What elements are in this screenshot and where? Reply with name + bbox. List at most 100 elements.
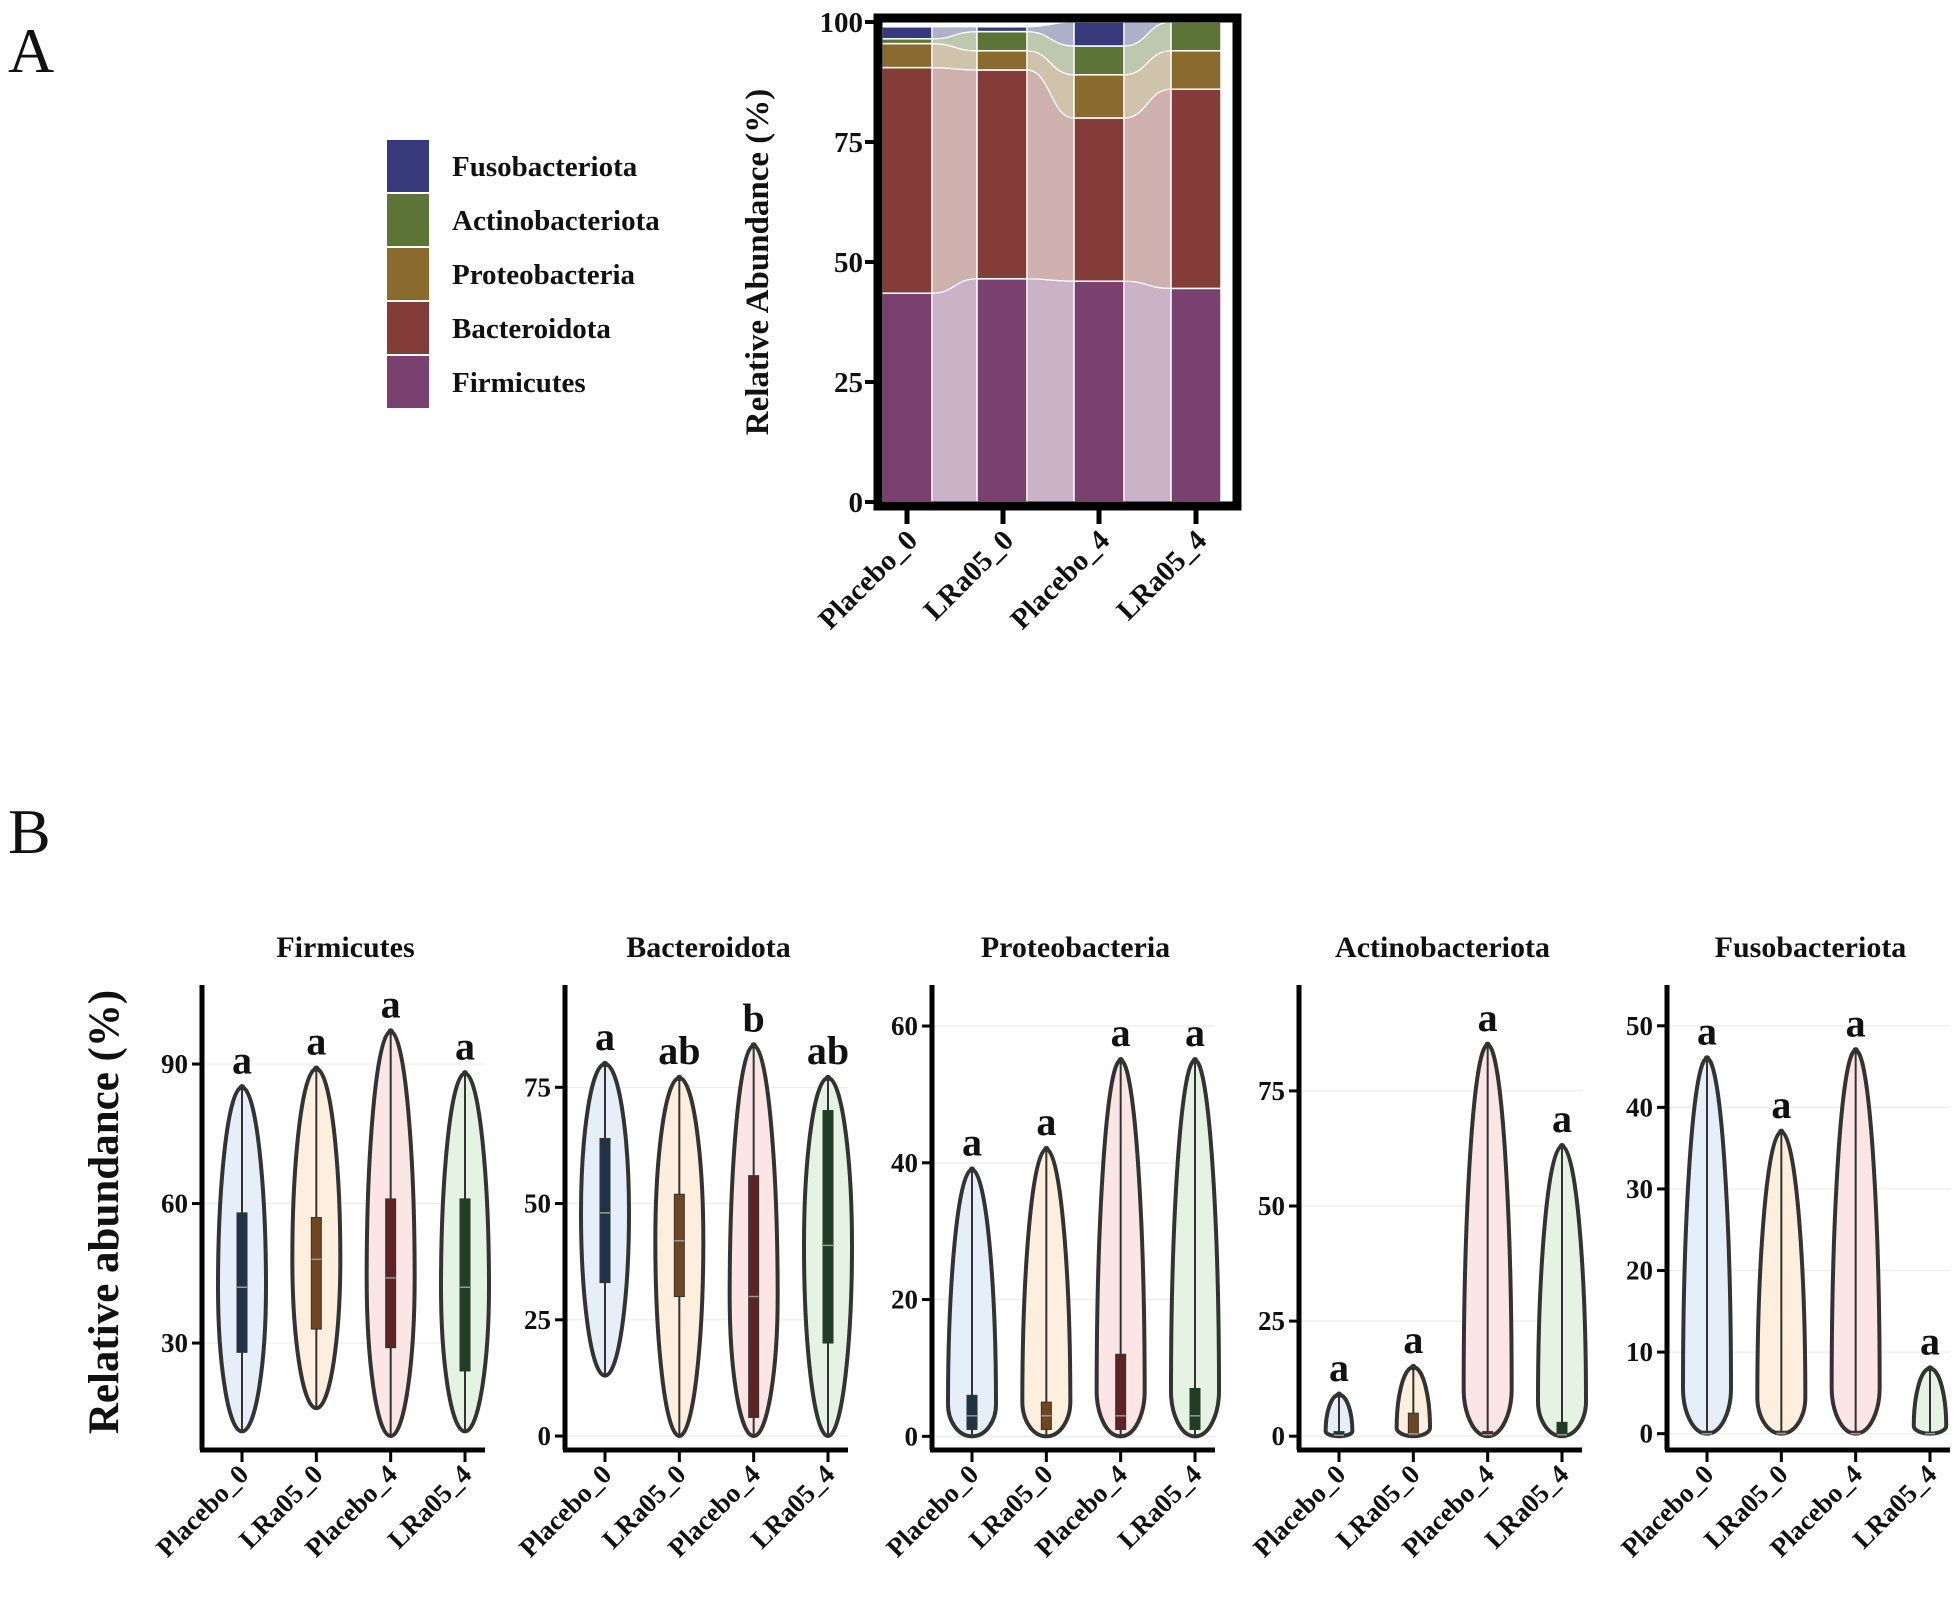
y-tick-label: 50 xyxy=(834,247,863,279)
significance-letter: ab xyxy=(807,1028,849,1073)
y-tick-label: 0 xyxy=(849,487,864,519)
bar-proteobacteria-placebo_0 xyxy=(881,42,933,69)
stacked-bar-chart: Fusobacteriota Actinobacteriota Proteobact… xyxy=(387,7,1242,636)
bar-bacteroidota-lra05_4 xyxy=(1170,88,1222,290)
violin-chart: Relative abundance (%) Firmicutes 30 60 90 a… xyxy=(81,931,1950,1563)
facet-fusobacteriota: Fusobacteriota 0 10 20 30 40 50 a Placebo_0 a LRa0… xyxy=(1615,931,1950,1563)
max-point xyxy=(1043,1145,1050,1153)
y-tick-label: 20 xyxy=(891,1285,918,1315)
significance-letter: a xyxy=(306,1019,326,1064)
iqr-box xyxy=(1189,1387,1201,1430)
iqr-box xyxy=(1333,1431,1345,1437)
significance-letter: a xyxy=(232,1037,252,1082)
iqr-box xyxy=(1556,1421,1568,1437)
significance-letter: a xyxy=(1478,995,1498,1040)
flow-band-bacteroidota xyxy=(1123,88,1172,290)
y-tick-label: 100 xyxy=(820,7,864,39)
legend-label-firmicutes: Firmicutes xyxy=(452,367,586,399)
max-point xyxy=(968,1166,976,1173)
x-tick-label: LRa05_4 xyxy=(1112,1459,1207,1554)
x-tick-label: Placebo_0 xyxy=(513,1459,617,1563)
max-point xyxy=(238,1084,246,1091)
facet-title: Fusobacteriota xyxy=(1715,931,1907,964)
significance-letter: a xyxy=(1552,1096,1572,1141)
y-tick-label: 0 xyxy=(538,1421,552,1451)
iqr-box xyxy=(236,1212,248,1353)
legend-swatch-actinobacteriota xyxy=(387,194,429,246)
y-tick-label: 60 xyxy=(891,1011,918,1041)
y-tick-label: 20 xyxy=(1626,1256,1653,1286)
x-tick-label: LRa05_4 xyxy=(382,1459,477,1554)
y-tick-label: 0 xyxy=(1272,1421,1286,1451)
flow-band-firmicutes xyxy=(1123,280,1172,503)
max-point xyxy=(824,1074,832,1082)
max-point xyxy=(1558,1142,1566,1150)
y-tick-label: 25 xyxy=(1258,1306,1285,1336)
significance-letter: a xyxy=(1185,1010,1205,1055)
y-tick-label: 50 xyxy=(1258,1191,1285,1221)
y-tick-label: 0 xyxy=(905,1421,919,1451)
x-tick-label: Placebo_0 xyxy=(1247,1459,1351,1563)
y-tick-label: 30 xyxy=(161,1328,188,1358)
legend-label-proteobacteria: Proteobacteria xyxy=(452,259,636,291)
bar-firmicutes-placebo_0 xyxy=(881,292,933,503)
y-tick-label: 30 xyxy=(1626,1174,1653,1204)
y-tick-label: 0 xyxy=(1640,1419,1654,1449)
y-tick-label: 25 xyxy=(524,1305,551,1335)
x-tick-label: LRa05_4 xyxy=(1847,1459,1942,1554)
legend-label-bacteroidota: Bacteroidota xyxy=(452,313,611,345)
max-point xyxy=(1484,1041,1491,1049)
y-axis-label: Relative Abundance (%) xyxy=(740,89,776,436)
max-point xyxy=(676,1074,683,1082)
bar-proteobacteria-lra05_0 xyxy=(976,50,1028,71)
bar-bacteroidota-lra05_0 xyxy=(976,69,1028,280)
significance-letter: a xyxy=(1403,1317,1423,1362)
max-point xyxy=(1117,1057,1124,1064)
significance-letter: a xyxy=(1920,1318,1940,1363)
flow-band-firmicutes xyxy=(931,278,978,503)
bar-proteobacteria-placebo_4 xyxy=(1073,74,1125,119)
x-tick-label: Placebo_0 xyxy=(1615,1459,1719,1563)
legend: Fusobacteriota Actinobacteriota Proteobact… xyxy=(387,140,660,408)
x-tick-label: Placebo_4 xyxy=(1004,524,1115,635)
bar-fusobacteriota-lra05_0 xyxy=(976,26,1028,33)
iqr-box xyxy=(673,1193,685,1298)
iqr-box xyxy=(1115,1353,1127,1430)
x-tick-label: LRa05_4 xyxy=(1479,1459,1574,1554)
facet-title: Bacteroidota xyxy=(626,931,790,964)
max-point xyxy=(461,1070,469,1077)
significance-letter: a xyxy=(1846,1000,1866,1045)
max-point xyxy=(1778,1128,1785,1136)
y-tick-label: 50 xyxy=(524,1189,551,1219)
iqr-box xyxy=(310,1217,322,1330)
facet-title: Firmicutes xyxy=(276,931,414,964)
y-tick-label: 10 xyxy=(1626,1337,1653,1367)
iqr-box xyxy=(1407,1412,1419,1437)
max-point xyxy=(601,1060,609,1068)
bar-fusobacteriota-placebo_4 xyxy=(1073,21,1125,47)
max-point xyxy=(1852,1047,1859,1054)
max-point xyxy=(387,1028,394,1035)
significance-letter: a xyxy=(595,1014,615,1059)
facet-bacteroidota: Bacteroidota0255075aPlacebo_0abLRa05_0bP… xyxy=(513,931,855,1563)
legend-label-fusobacteriota: Fusobacteriota xyxy=(452,151,638,183)
x-tick-label: LRa05_4 xyxy=(1111,524,1213,626)
legend-label-actinobacteriota: Actinobacteriota xyxy=(452,205,660,237)
y-tick-label: 60 xyxy=(161,1189,188,1219)
facet-actinobacteriota: Actinobacteriota 0 25 50 75 a Placebo_0 a LRa05_… xyxy=(1247,931,1589,1563)
iqr-box xyxy=(1482,1431,1494,1437)
max-point xyxy=(1703,1055,1711,1062)
legend-swatch-fusobacteriota xyxy=(387,140,429,192)
bar-fusobacteriota-placebo_0 xyxy=(881,26,933,40)
bar-actinobacteriota-placebo_4 xyxy=(1073,45,1125,76)
significance-letter: b xyxy=(743,995,765,1040)
x-tick-label: Placebo_0 xyxy=(812,524,923,635)
iqr-box xyxy=(599,1137,611,1284)
x-tick-label: Placebo_0 xyxy=(880,1459,984,1563)
max-point xyxy=(1410,1363,1417,1371)
facet-proteobacteria: Proteobacteria0204060aPlacebo_0aLRa05_0a… xyxy=(880,931,1222,1563)
max-point xyxy=(1191,1057,1199,1064)
y-tick-label: 40 xyxy=(891,1148,918,1178)
